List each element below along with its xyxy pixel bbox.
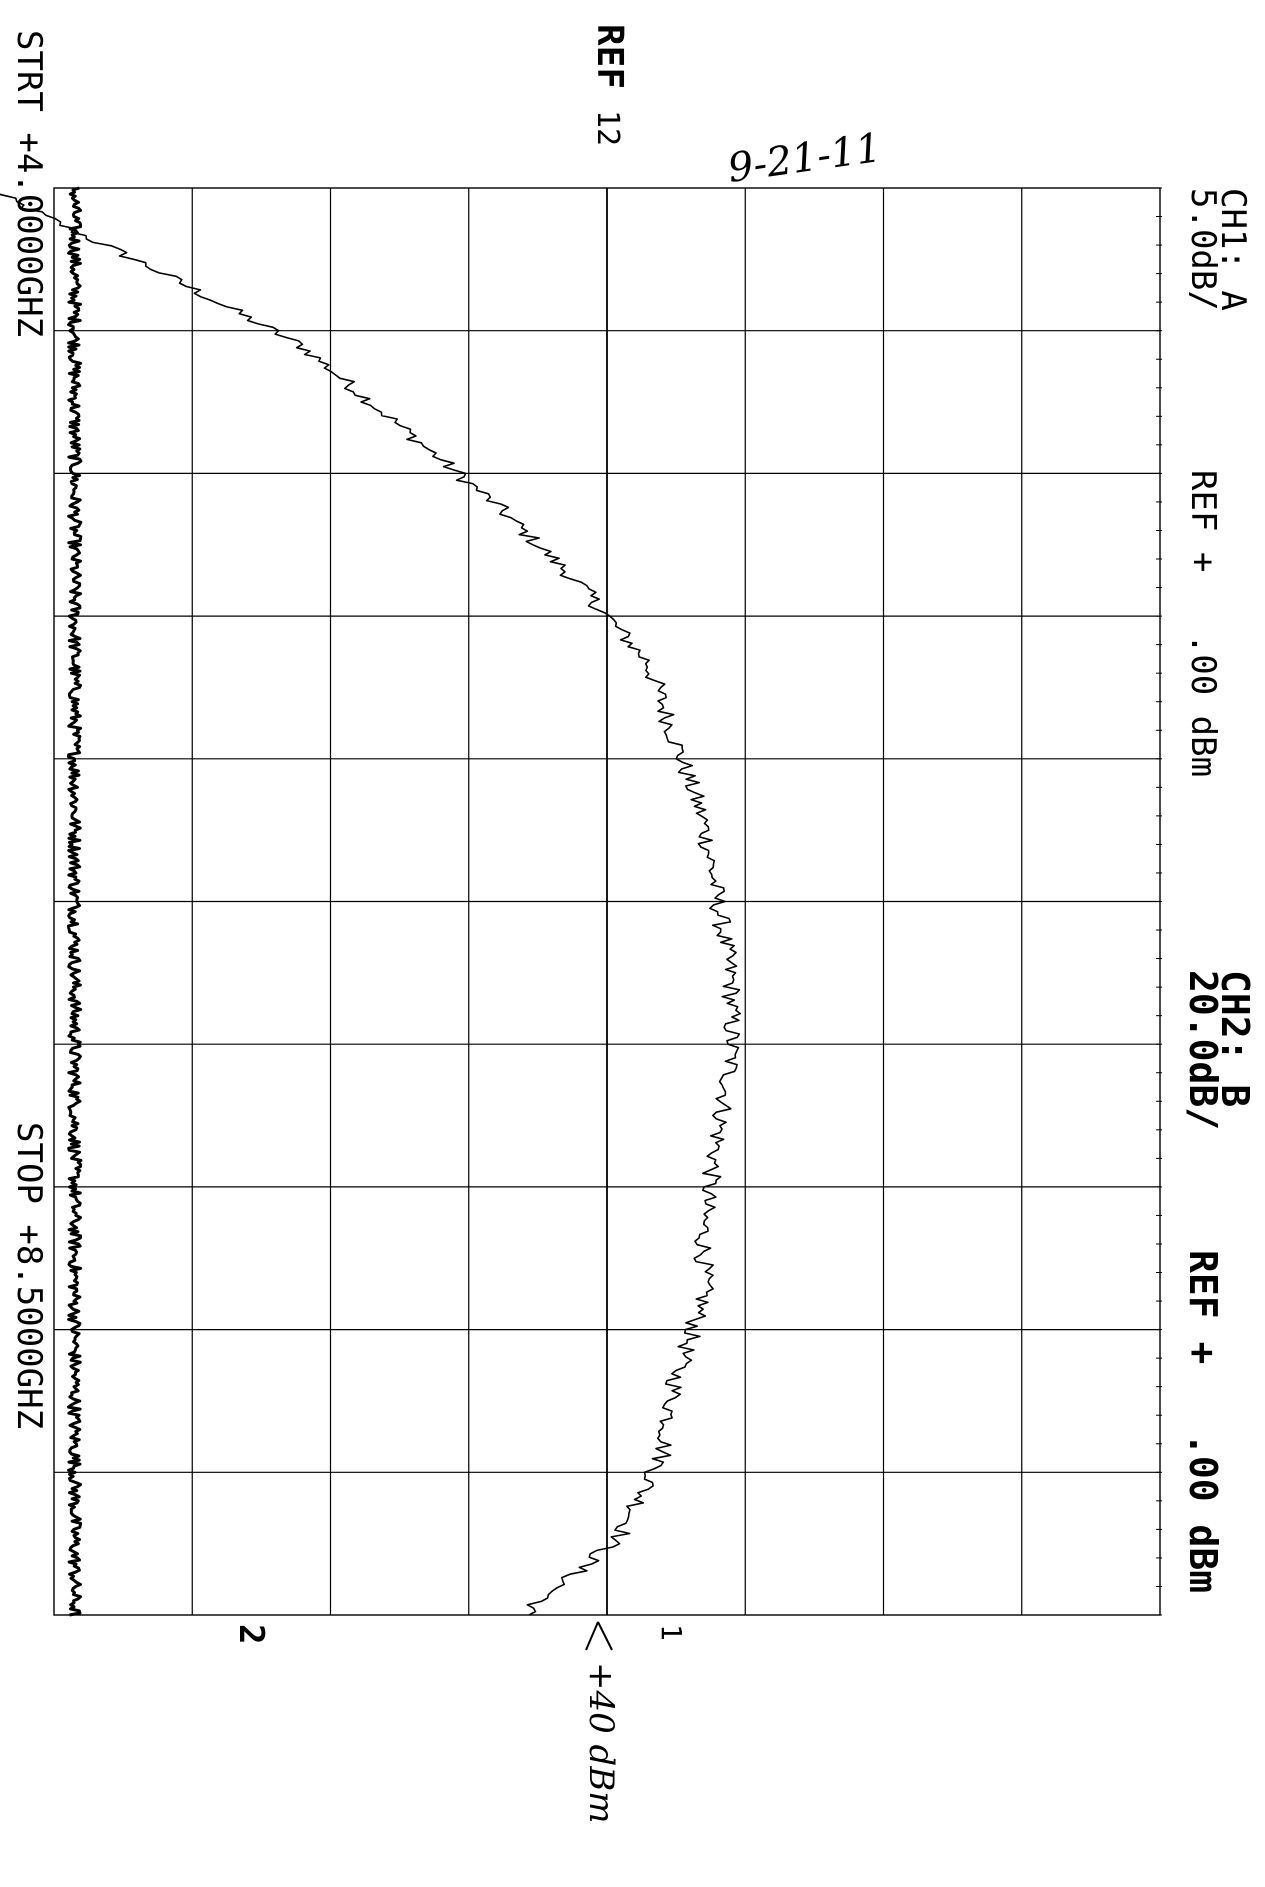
ch1-label: CH1: A bbox=[1213, 188, 1253, 311]
ch1-ref: REF + .00 dBm bbox=[1183, 470, 1223, 777]
start-frequency: STRT +4.0000GHZ bbox=[9, 30, 49, 337]
handwritten-ref-note: +40 dBm bbox=[581, 1621, 621, 1824]
ref-marker-sub: 12 bbox=[590, 110, 625, 146]
ref-marker: REF 12 bbox=[589, 24, 630, 146]
ch1-scale: 5.0dB/ bbox=[1183, 188, 1223, 311]
ref-note-arrow-icon bbox=[585, 1621, 613, 1651]
header-ch1: CH1: A 5.0dB/ REF + .00 dBm bbox=[1183, 188, 1253, 777]
trace-2-line bbox=[67, 186, 83, 1617]
ref-note-text: +40 dBm bbox=[581, 1662, 621, 1824]
header-ch2: CH2: B 20.0dB/ REF + .00 dBm bbox=[1181, 970, 1257, 1593]
trace-1-marker: 1 bbox=[655, 1624, 688, 1641]
ch2-scale: 20.0dB/ bbox=[1181, 970, 1225, 1130]
handwritten-date: 9-21-11 bbox=[725, 125, 884, 192]
ch2-label: CH2: B bbox=[1213, 970, 1257, 1107]
plot-grid bbox=[53, 187, 1162, 1616]
trace-2-marker: 2 bbox=[231, 1624, 271, 1644]
ref-marker-label: REF bbox=[589, 24, 630, 89]
ch2-ref: REF + .00 dBm bbox=[1181, 1250, 1225, 1593]
stop-frequency: STOP +8.5000GHZ bbox=[9, 1122, 49, 1429]
trace-1-line bbox=[0, 193, 741, 1616]
